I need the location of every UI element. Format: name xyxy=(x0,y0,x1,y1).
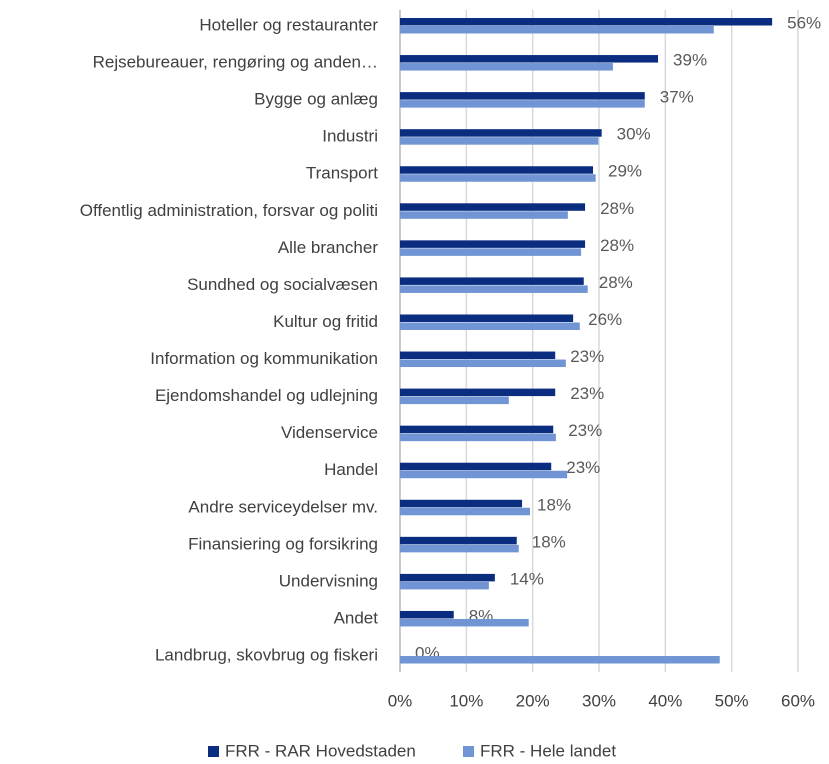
bar xyxy=(400,462,552,471)
x-tick-label: 30% xyxy=(582,691,616,710)
bar xyxy=(400,203,586,211)
value-label: 29% xyxy=(608,162,642,181)
bar xyxy=(400,544,519,553)
bar xyxy=(400,18,773,26)
bar xyxy=(400,388,556,397)
y-tick-label: Transport xyxy=(306,164,378,183)
x-tick-label: 10% xyxy=(449,691,483,710)
bar xyxy=(400,277,584,285)
legend-swatch xyxy=(463,746,474,757)
legend-label: FRR - Hele landet xyxy=(480,741,616,760)
y-tick-label: Alle brancher xyxy=(278,238,379,257)
value-label: 23% xyxy=(568,421,602,440)
x-tick-label: 0% xyxy=(388,691,413,710)
bar xyxy=(400,573,495,582)
x-tick-label: 50% xyxy=(715,691,749,710)
y-tick-label: Hoteller og restauranter xyxy=(199,15,378,34)
value-label: 26% xyxy=(588,310,622,329)
value-label: 39% xyxy=(673,51,707,70)
legend-label: FRR - RAR Hovedstaden xyxy=(225,741,416,760)
bar xyxy=(400,656,720,664)
y-tick-label: Handel xyxy=(324,460,378,479)
x-tick-label: 40% xyxy=(648,691,682,710)
value-label: 28% xyxy=(600,236,634,255)
y-tick-label: Information og kommunikation xyxy=(150,349,378,368)
bar xyxy=(400,63,613,71)
bar xyxy=(400,248,582,256)
bar xyxy=(400,396,509,405)
value-label: 56% xyxy=(787,13,821,32)
x-tick-label: 20% xyxy=(516,691,550,710)
bar xyxy=(400,359,566,368)
bar xyxy=(400,55,659,63)
bar xyxy=(400,322,580,330)
bar xyxy=(400,351,556,360)
y-tick-label: Videnservice xyxy=(281,423,378,442)
y-tick-label: Andet xyxy=(334,608,379,627)
bar xyxy=(400,610,454,619)
value-label: 23% xyxy=(566,458,600,477)
bar xyxy=(400,92,645,100)
y-tick-label: Industri xyxy=(322,127,378,146)
value-label: 28% xyxy=(599,273,633,292)
value-label: 18% xyxy=(532,532,566,551)
y-tick-label: Andre serviceydelser mv. xyxy=(188,497,378,516)
value-label: 14% xyxy=(510,569,544,588)
bar xyxy=(400,100,645,108)
bar xyxy=(400,137,599,145)
x-tick-label: 60% xyxy=(781,691,815,710)
y-tick-label: Ejendomshandel og udlejning xyxy=(155,386,378,405)
y-tick-label: Rejsebureauer, rengøring og anden… xyxy=(93,53,378,72)
value-label: 30% xyxy=(617,125,651,144)
bar xyxy=(400,425,554,434)
y-tick-label: Sundhed og socialvæsen xyxy=(187,275,378,294)
y-tick-label: Bygge og anlæg xyxy=(254,90,378,109)
legend-swatch xyxy=(208,746,219,757)
bar xyxy=(400,618,529,627)
y-tick-label: Landbrug, skovbrug og fiskeri xyxy=(155,646,378,665)
bar xyxy=(400,285,588,293)
bar xyxy=(400,166,594,174)
value-label: 37% xyxy=(660,88,694,107)
bar xyxy=(400,581,489,590)
y-tick-label: Undervisning xyxy=(279,571,378,590)
value-label: 28% xyxy=(600,199,634,218)
bar xyxy=(400,174,596,182)
bar xyxy=(400,129,602,137)
bar xyxy=(400,499,523,508)
y-tick-label: Finansiering og forsikring xyxy=(188,534,378,553)
y-tick-label: Kultur og fritid xyxy=(273,312,378,331)
bar xyxy=(400,536,517,545)
value-label: 18% xyxy=(537,495,571,514)
bar xyxy=(400,26,714,34)
value-label: 23% xyxy=(570,347,604,366)
bar xyxy=(400,314,574,322)
value-label: 23% xyxy=(570,384,604,403)
bar xyxy=(400,433,556,442)
bar xyxy=(400,470,568,479)
bar xyxy=(400,211,568,219)
bar xyxy=(400,507,531,516)
y-tick-label: Offentlig administration, forsvar og pol… xyxy=(80,201,378,220)
bar xyxy=(400,240,586,248)
